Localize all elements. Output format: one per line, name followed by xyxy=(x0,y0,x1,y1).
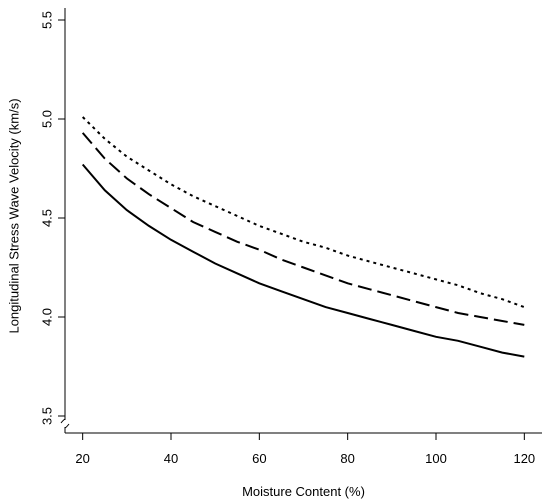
plot-area xyxy=(81,116,525,358)
y-axis-break-mark xyxy=(60,418,70,429)
axes xyxy=(60,8,542,434)
y-tick-label: 5.5 xyxy=(40,11,55,29)
x-tick-label: 60 xyxy=(252,451,266,466)
x-tick-label: 80 xyxy=(340,451,354,466)
x-tick-label: 40 xyxy=(164,451,178,466)
x-tick-label: 20 xyxy=(75,451,89,466)
x-tick-label: 100 xyxy=(425,451,447,466)
x-tick-label: 120 xyxy=(513,451,535,466)
series-line-dotted xyxy=(81,116,525,309)
y-tick-label: 3.5 xyxy=(40,407,55,425)
x-axis-title: Moisture Content (%) xyxy=(242,484,365,499)
series-line-dashed xyxy=(81,132,525,326)
y-axis-title: Longitudinal Stress Wave Velocity (km/s) xyxy=(7,98,22,333)
y-tick-label: 4.5 xyxy=(40,209,55,227)
y-tick-label: 5.0 xyxy=(40,110,55,128)
y-tick-label: 4.0 xyxy=(40,308,55,326)
y-ticks: 3.5 4.0 4.5 5.0 5.5 xyxy=(40,11,65,425)
series-line-solid xyxy=(81,163,525,358)
x-ticks: 20 40 60 80 100 120 xyxy=(75,433,535,466)
